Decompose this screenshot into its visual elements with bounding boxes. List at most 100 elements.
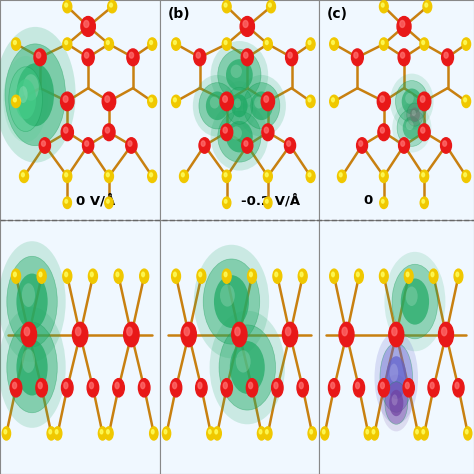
Circle shape [275,272,278,277]
Circle shape [82,138,94,153]
Circle shape [244,141,248,146]
Circle shape [332,272,334,277]
Circle shape [438,322,454,346]
Ellipse shape [3,56,48,142]
Circle shape [442,327,447,336]
Circle shape [105,427,113,440]
Circle shape [197,269,206,283]
Ellipse shape [193,75,242,137]
Circle shape [421,127,425,133]
Circle shape [11,269,20,283]
Circle shape [462,38,471,50]
Circle shape [222,170,231,182]
Circle shape [272,379,283,397]
Circle shape [380,269,388,283]
Circle shape [181,322,196,346]
Circle shape [382,41,384,45]
Circle shape [138,379,150,397]
Circle shape [297,379,309,397]
Circle shape [151,429,154,434]
Circle shape [85,141,89,146]
Circle shape [105,96,109,102]
Circle shape [2,427,10,440]
Circle shape [249,383,253,389]
Circle shape [12,383,17,389]
Circle shape [420,170,428,182]
Text: (b): (b) [168,7,191,20]
Circle shape [464,98,466,102]
Circle shape [10,379,22,397]
Circle shape [380,38,388,50]
Circle shape [423,0,432,13]
Circle shape [265,429,268,434]
Ellipse shape [22,349,35,373]
Circle shape [265,41,268,45]
Circle shape [264,127,268,133]
Circle shape [65,41,68,45]
Circle shape [378,379,390,397]
Circle shape [91,272,93,277]
Circle shape [81,17,95,36]
Ellipse shape [397,109,427,146]
Circle shape [261,92,274,110]
Circle shape [55,429,58,434]
Text: -0.2 V/Å: -0.2 V/Å [240,194,300,207]
Circle shape [224,41,227,45]
Ellipse shape [231,64,242,78]
Circle shape [259,429,262,434]
Circle shape [63,269,72,283]
Circle shape [170,379,182,397]
Circle shape [108,0,117,13]
Ellipse shape [210,96,219,109]
Circle shape [440,138,451,153]
Circle shape [356,272,359,277]
Circle shape [64,383,68,389]
Ellipse shape [0,27,76,163]
Circle shape [124,322,139,346]
Circle shape [63,0,72,13]
Circle shape [184,327,190,336]
Circle shape [371,427,379,440]
Circle shape [115,383,119,389]
Ellipse shape [406,120,413,130]
Ellipse shape [237,75,286,137]
Circle shape [82,49,94,66]
Circle shape [13,98,16,102]
Circle shape [235,327,240,336]
Circle shape [75,327,81,336]
Circle shape [308,173,311,177]
Circle shape [65,173,68,177]
Circle shape [163,427,171,440]
Circle shape [129,52,134,58]
Circle shape [404,269,413,283]
Circle shape [306,38,315,50]
Circle shape [380,170,388,182]
Ellipse shape [23,74,39,101]
Circle shape [342,327,347,336]
Ellipse shape [406,286,418,306]
Ellipse shape [392,394,398,406]
Circle shape [339,173,342,177]
Circle shape [21,173,24,177]
Circle shape [464,427,472,440]
Circle shape [355,269,363,283]
Ellipse shape [226,59,253,91]
Circle shape [300,272,303,277]
Circle shape [199,138,210,153]
Circle shape [331,383,335,389]
Circle shape [65,272,68,277]
Circle shape [382,200,384,203]
Ellipse shape [206,91,228,120]
Circle shape [268,3,271,7]
Ellipse shape [404,99,426,130]
Circle shape [173,383,177,389]
Circle shape [148,170,157,182]
Circle shape [150,427,158,440]
Circle shape [246,379,258,397]
Circle shape [87,379,99,397]
Circle shape [201,141,205,146]
Circle shape [107,200,109,203]
Circle shape [11,95,20,108]
Circle shape [64,127,68,133]
Circle shape [224,272,227,277]
